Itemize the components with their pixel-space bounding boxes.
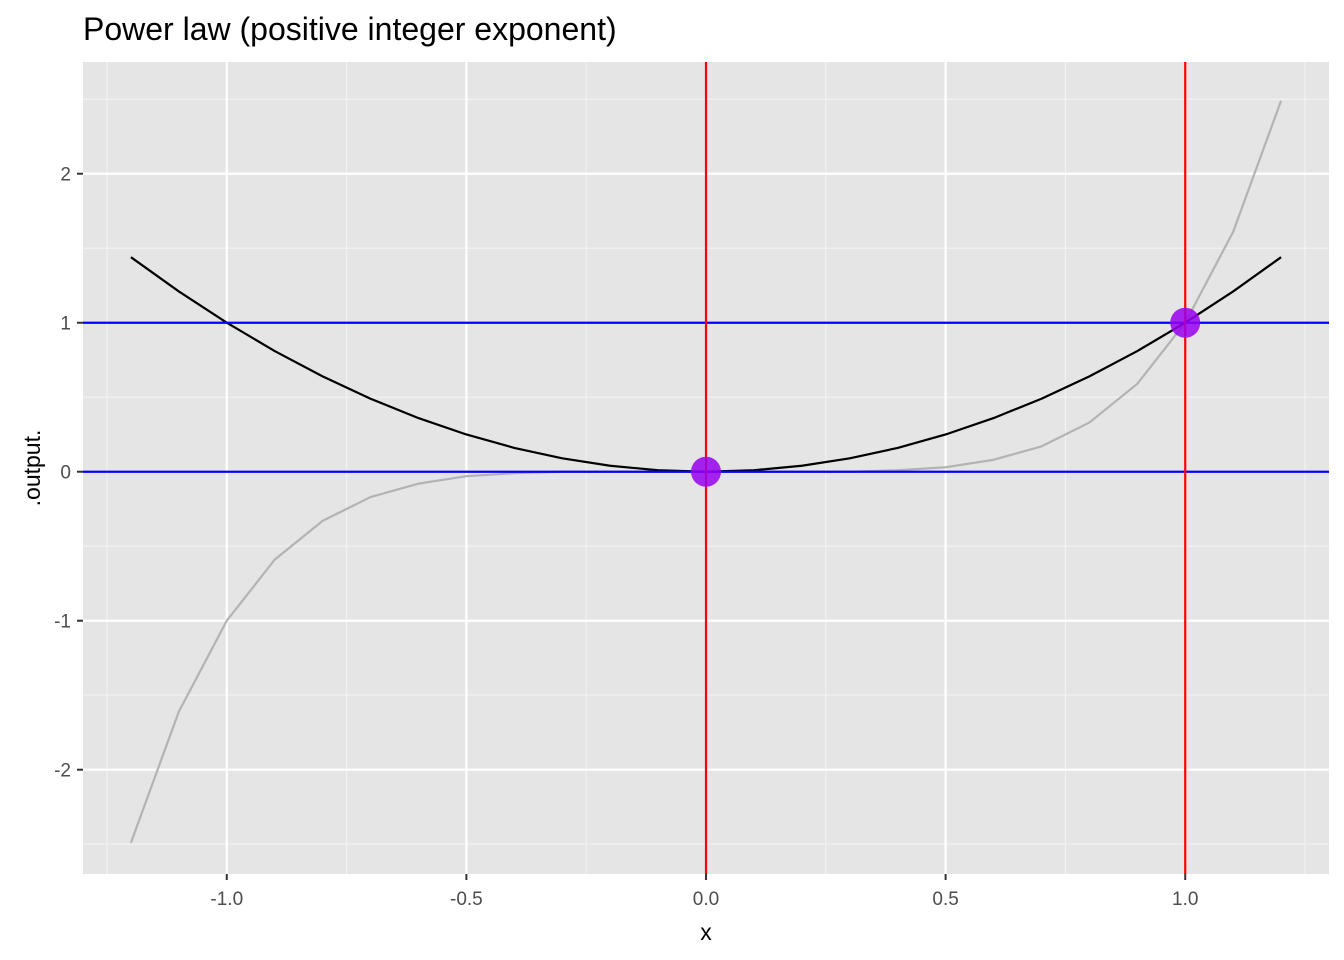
y-tick-label: -1 bbox=[54, 612, 71, 633]
y-axis-title: .output. bbox=[19, 430, 45, 507]
points-layer bbox=[691, 307, 1201, 487]
highlight-point bbox=[1170, 307, 1201, 338]
x-tick-label: 1.0 bbox=[1172, 889, 1198, 910]
x-axis-title: x bbox=[700, 919, 712, 945]
x-axis: -1.0 -0.5 0.0 0.5 1.0 bbox=[210, 874, 1198, 910]
y-tick-label: 2 bbox=[60, 165, 71, 186]
x-tick-label: 0.0 bbox=[693, 889, 719, 910]
highlight-point bbox=[691, 456, 721, 487]
x-tick-label: -1.0 bbox=[210, 889, 243, 910]
y-tick-label: -2 bbox=[54, 761, 71, 782]
y-axis: -2 -1 0 1 2 bbox=[54, 165, 83, 782]
y-tick-label: 1 bbox=[60, 314, 71, 335]
y-tick-label: 0 bbox=[60, 463, 71, 484]
chart-title: Power law (positive integer exponent) bbox=[83, 11, 617, 47]
x-tick-label: 0.5 bbox=[932, 889, 958, 910]
x-tick-label: -0.5 bbox=[450, 889, 483, 910]
